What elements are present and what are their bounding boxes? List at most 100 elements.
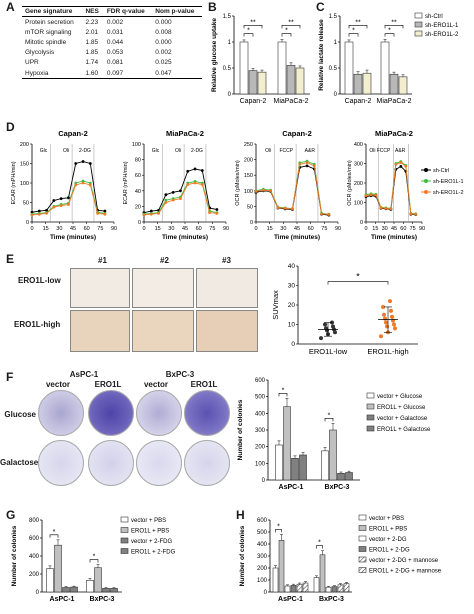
legend-label: sh-ERO1L-2: [425, 32, 459, 38]
legend-swatch: [414, 12, 423, 19]
data-point: [390, 314, 394, 319]
y-tick-label: 0: [291, 341, 295, 348]
data-point: [193, 167, 197, 171]
data-point: [171, 198, 175, 202]
table-cell: 1.85: [85, 38, 99, 46]
y-tick-label: 0: [264, 590, 268, 596]
y-tick-label: 0: [36, 590, 40, 596]
data-point: [67, 203, 70, 206]
injection-label: A&R: [395, 148, 406, 154]
gene-signature-table: Gene signature NES FDR q-value Nom p-val…: [22, 6, 202, 80]
x-tick-label: Capan-2: [345, 98, 372, 105]
table-cell: UPR: [25, 59, 39, 67]
x-tick-label: 15: [372, 226, 378, 232]
dish-column-label: ERO1L: [190, 380, 218, 389]
y-tick-label: 200: [255, 445, 266, 451]
table-cell: 1.85: [85, 49, 99, 57]
sig-label: *: [93, 554, 96, 561]
data-point: [52, 199, 56, 202]
x-tick-label: BxPC-3: [319, 596, 344, 603]
data-point: [164, 201, 168, 204]
x-tick-label: 60: [196, 226, 202, 232]
colony-dish: [38, 440, 84, 486]
data-point: [186, 183, 190, 186]
y-tick-label: 300: [255, 428, 266, 434]
colony-dish: [184, 390, 230, 436]
y-tick-label: 0: [228, 92, 232, 98]
data-point: [179, 197, 182, 200]
data-point: [276, 206, 280, 210]
y-tick-label: 300: [354, 162, 363, 168]
table-row: mTOR signaling 2.01 0.031 0.008: [22, 27, 202, 37]
y-tick-label: 150: [244, 173, 253, 179]
data-point: [200, 183, 204, 186]
legend-g: vector + PBS ERO1L + PBS vector + 2-FDG ERO…: [120, 516, 176, 556]
legend-label: ERO1L + Glucose: [377, 405, 426, 411]
y-tick-label: 20: [135, 204, 141, 210]
table-cell: 0.002: [106, 18, 124, 26]
y-tick-label: 400: [255, 411, 266, 417]
bar: [353, 73, 363, 95]
dish-header-bxpc3: BxPC-3: [165, 370, 195, 379]
x-tick-label: 45: [70, 226, 76, 232]
data-point: [88, 162, 92, 165]
sig-bracket: [89, 559, 99, 563]
legend-swatch: [366, 392, 375, 399]
y-axis-label: Relative lactate release: [318, 19, 325, 91]
data-point: [67, 196, 70, 200]
y-axis-label: Relative glucose uptake: [211, 18, 218, 92]
data-point: [88, 183, 92, 187]
bar: [257, 71, 267, 95]
x-axis-label: Time (minutes): [371, 234, 417, 241]
bar: [344, 41, 354, 95]
chart-title: Capan-2: [282, 129, 312, 138]
legend-d: sh-Ctrl sh-ERO1L-1 sh-ERO1L-2: [421, 168, 464, 196]
x-tick-label: 60: [400, 226, 406, 232]
sig-label: *: [356, 272, 360, 282]
y-axis-label: SUVmax: [271, 290, 280, 320]
data-point: [379, 334, 383, 339]
legend-label: sh-Ctrl: [433, 168, 449, 174]
table-header: Gene signature: [22, 6, 83, 17]
bar: [345, 472, 353, 481]
sig-bracket: [243, 33, 254, 37]
data-point: [261, 188, 265, 192]
data-point: [392, 322, 396, 327]
injection-label: 2-DG: [79, 148, 91, 154]
data-point: [52, 205, 56, 209]
bar: [275, 444, 283, 481]
panel-label-a: A: [6, 0, 15, 14]
x-tick-label: Capan-2: [240, 98, 267, 105]
sig-label: **: [355, 19, 361, 26]
bar: [337, 584, 344, 593]
data-point: [30, 210, 34, 214]
table-row: UPR 1.74 0.081 0.025: [22, 58, 202, 68]
bar: [70, 586, 78, 593]
y-tick-label: 600: [255, 378, 266, 384]
table-cell: Mitotic spindle: [25, 38, 67, 46]
x-tick-label: 0: [30, 226, 33, 232]
legend-label: vector + PBS: [369, 516, 404, 522]
legend-marker: [424, 168, 428, 172]
colony-dish: [38, 390, 84, 436]
x-tick-label: 30: [280, 226, 286, 232]
y-tick-label: 200: [354, 181, 363, 187]
y-tick-label: 400: [354, 142, 363, 148]
sig-bracket: [49, 534, 59, 538]
table-cell: 0.025: [155, 59, 172, 67]
ihc-image-low-1: [70, 268, 130, 308]
legend-swatch: [358, 514, 367, 521]
y-axis-label: Number of colonies: [237, 399, 244, 460]
data-point: [323, 322, 327, 327]
x-tick-label: 90: [335, 226, 341, 232]
legend-label: ERO1L + PBS: [131, 529, 169, 535]
y-tick-label: 50: [23, 201, 29, 207]
legend-bc: sh-Ctrl sh-ERO1L-1 sh-ERO1L-2: [414, 12, 459, 38]
data-point: [269, 189, 272, 193]
y-tick-label: 600: [257, 518, 268, 524]
data-point: [103, 212, 107, 216]
bar: [380, 41, 390, 95]
legend-label: vector + 2-FDG: [131, 539, 173, 545]
data-point: [186, 169, 190, 173]
